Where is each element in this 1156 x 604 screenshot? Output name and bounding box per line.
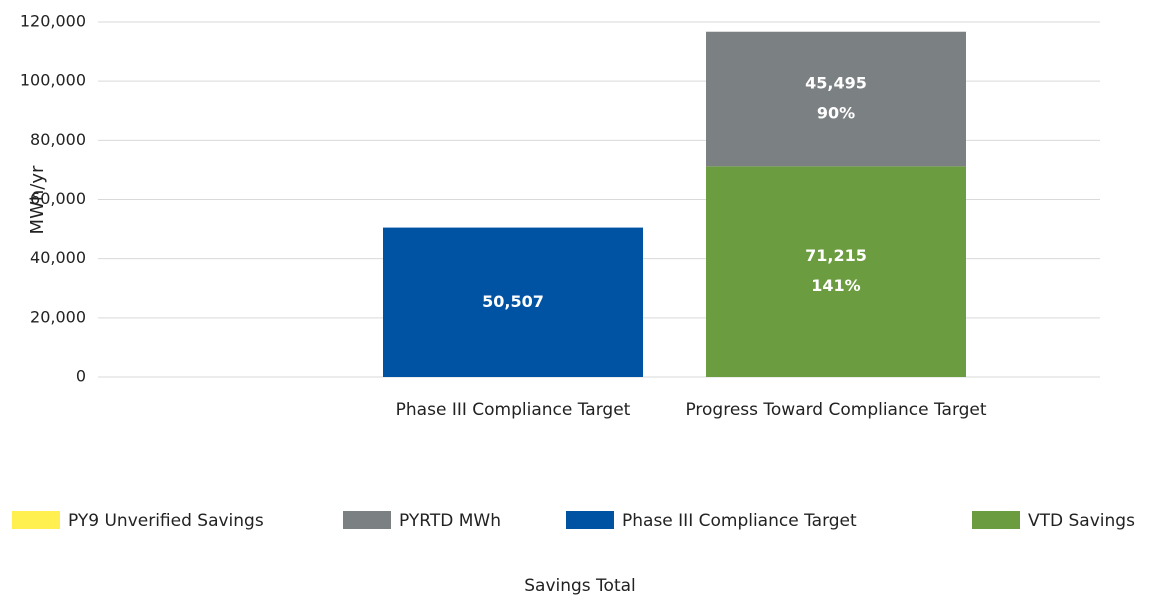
y-tick-label: 120,000: [20, 12, 86, 31]
legend-swatch: [972, 511, 1020, 529]
y-tick-label: 40,000: [30, 248, 86, 267]
legend-swatch: [12, 511, 60, 529]
legend-swatch: [343, 511, 391, 529]
legend-label: PYRTD MWh: [399, 511, 501, 531]
legend-label: VTD Savings: [1028, 511, 1135, 531]
bar-segment: [383, 227, 643, 377]
bar-segment: [706, 31, 966, 167]
x-tick-label: Progress Toward Compliance Target: [685, 400, 986, 420]
y-axis-label: MWh/yr: [27, 165, 48, 234]
bar-segment: [706, 166, 966, 377]
x-axis-label: Savings Total: [524, 576, 636, 596]
data-label: 90%: [817, 104, 855, 123]
y-tick-label: 80,000: [30, 130, 86, 149]
y-tick-label: 100,000: [20, 71, 86, 90]
legend-swatch: [566, 511, 614, 529]
legend-label: Phase III Compliance Target: [622, 511, 857, 531]
data-label: 50,507: [482, 292, 544, 311]
y-tick-label: 20,000: [30, 307, 86, 326]
data-label: 141%: [811, 276, 860, 295]
y-tick-label: 60,000: [30, 189, 86, 208]
data-label: 71,215: [805, 246, 867, 265]
x-tick-label: Phase III Compliance Target: [396, 400, 631, 420]
y-tick-label: 0: [76, 367, 86, 386]
legend-label: PY9 Unverified Savings: [68, 511, 264, 531]
data-label: 45,495: [805, 74, 867, 93]
